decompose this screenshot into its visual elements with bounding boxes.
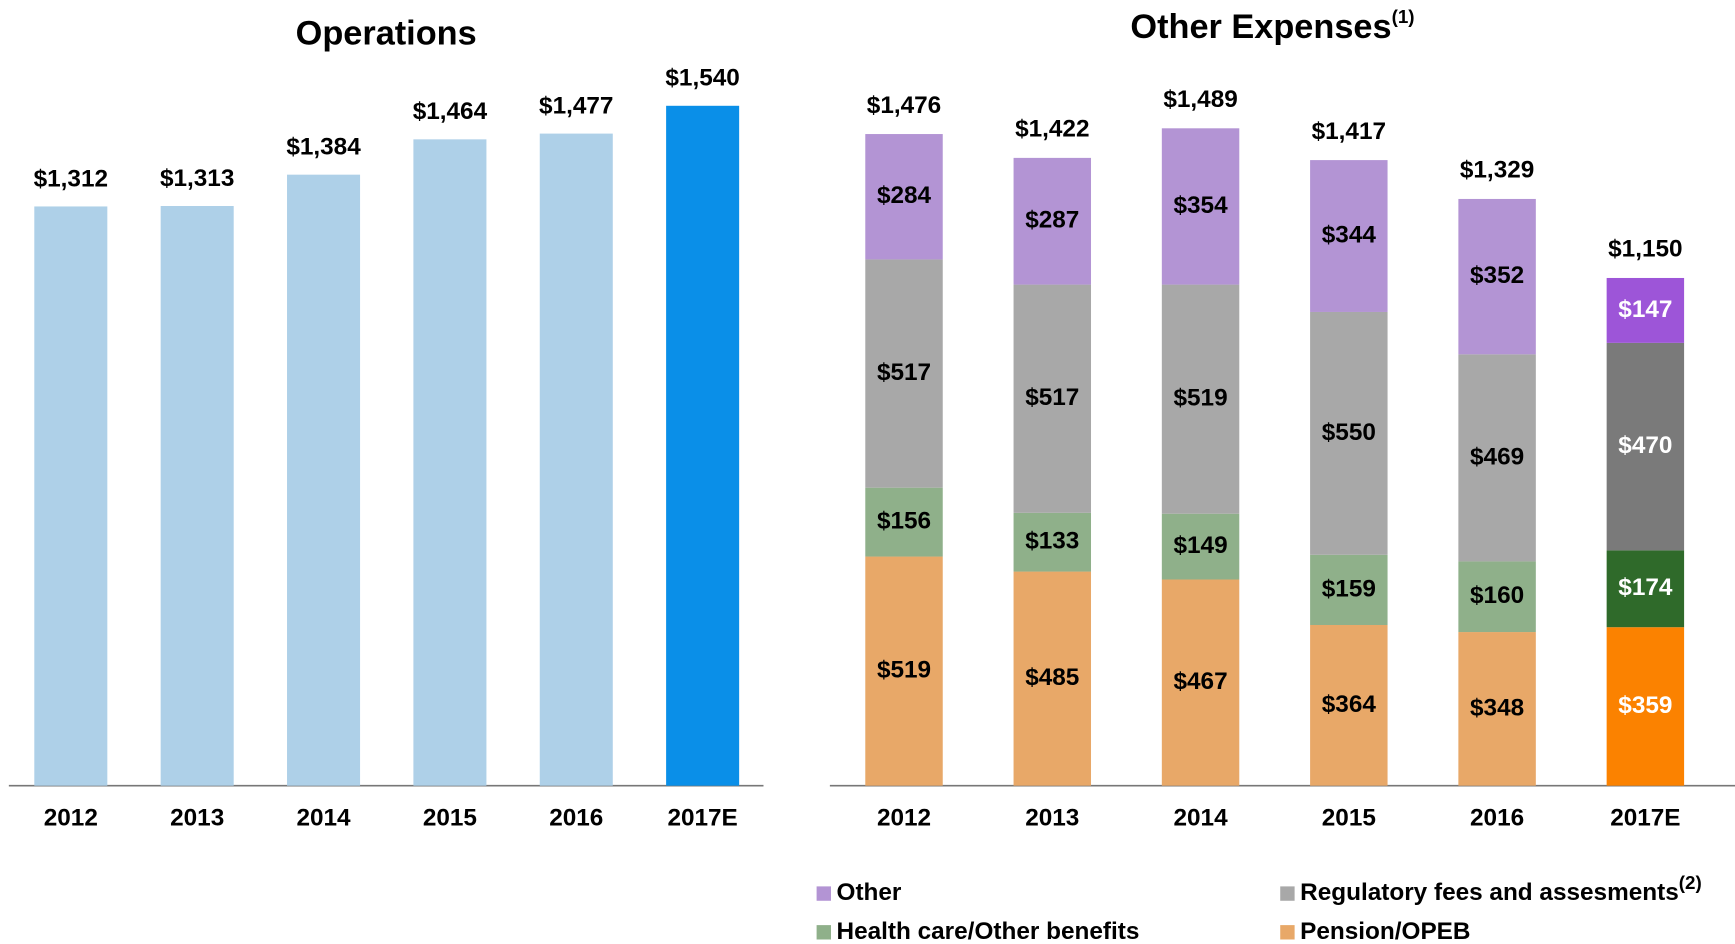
x-tick-label: 2012 [877, 804, 931, 831]
bar-segment [1458, 632, 1536, 786]
x-tick-label: 2015 [1322, 804, 1376, 831]
legend-label: Pension/OPEB [1300, 918, 1470, 944]
bar-segment [1013, 571, 1092, 786]
legend-text: Other [837, 880, 902, 907]
bar-segment [1310, 554, 1388, 625]
legend-label: Regulatory fees and assesments(2) [1300, 872, 1702, 906]
chart-title: Operations [296, 15, 477, 53]
legend-swatch [816, 925, 831, 940]
bar-segment [1013, 284, 1092, 513]
bar [666, 105, 740, 786]
segment-label: $467 [1173, 668, 1227, 695]
legend-swatch [1280, 886, 1295, 901]
bar [160, 206, 234, 786]
legend-note: (2) [1679, 872, 1702, 893]
x-tick-label: 2014 [1173, 804, 1228, 831]
segment-label: $354 [1173, 192, 1228, 219]
segment-label: $287 [1025, 207, 1079, 234]
x-tick-label: 2016 [1470, 804, 1524, 831]
bar-segment [865, 487, 943, 557]
total-label: $1,417 [1312, 118, 1386, 145]
bar [34, 206, 108, 786]
legend-text: Regulatory fees and assesments [1300, 880, 1679, 907]
x-tick-label: 2015 [423, 804, 477, 831]
x-tick-label: 2012 [44, 804, 98, 831]
total-label: $1,150 [1608, 236, 1682, 263]
segment-label: $344 [1322, 221, 1377, 248]
bar-segment [1458, 354, 1536, 562]
value-label: $1,464 [413, 98, 488, 125]
bar-segment [1161, 284, 1240, 514]
bar-segment [1458, 561, 1536, 633]
bar-segment [1606, 277, 1685, 343]
value-label: $1,312 [34, 165, 108, 192]
bar-segment [1013, 512, 1092, 572]
segment-label: $470 [1618, 432, 1672, 459]
legend-swatch [1280, 925, 1295, 940]
segment-label: $156 [877, 508, 931, 535]
bar-segment [1606, 627, 1685, 786]
bar-segment [865, 259, 943, 488]
bar-segment [865, 556, 943, 786]
bar-segment [1161, 579, 1240, 786]
legend-swatch [816, 886, 831, 901]
x-tick-label: 2013 [1025, 804, 1079, 831]
x-tick-label: 2016 [549, 804, 603, 831]
bar-segment [1310, 160, 1388, 312]
bar-segment [1458, 198, 1536, 355]
title-note: (1) [1392, 6, 1415, 27]
segment-label: $550 [1322, 419, 1376, 446]
total-label: $1,489 [1163, 86, 1237, 113]
segment-label: $364 [1322, 691, 1377, 718]
x-tick-label: 2017E [667, 804, 737, 831]
segment-label: $469 [1470, 443, 1524, 470]
total-label: $1,329 [1460, 157, 1534, 184]
segment-label: $352 [1470, 262, 1524, 289]
value-label: $1,540 [665, 65, 739, 92]
bar-segment [1310, 311, 1388, 555]
segment-label: $519 [877, 657, 931, 684]
bar [287, 174, 361, 786]
bar-segment [1606, 550, 1685, 628]
bar-segment [1161, 513, 1240, 580]
segment-label: $359 [1618, 692, 1672, 719]
x-tick-label: 2014 [296, 804, 351, 831]
bar-segment [1013, 157, 1092, 285]
value-label: $1,313 [160, 165, 234, 192]
segment-label: $517 [1025, 384, 1079, 411]
total-label: $1,422 [1015, 116, 1089, 143]
segment-label: $159 [1322, 575, 1376, 602]
segment-label: $133 [1025, 528, 1079, 555]
x-tick-label: 2017E [1610, 804, 1680, 831]
legend-label: Other [837, 880, 902, 907]
bar-segment [1310, 624, 1388, 786]
segment-label: $174 [1618, 574, 1673, 601]
value-label: $1,384 [286, 134, 361, 161]
x-tick-label: 2013 [170, 804, 224, 831]
legend-text: Pension/OPEB [1300, 918, 1470, 944]
segment-label: $519 [1173, 385, 1227, 412]
bar [539, 133, 613, 786]
segment-label: $284 [877, 182, 932, 209]
segment-label: $348 [1470, 694, 1524, 721]
segment-label: $147 [1618, 296, 1672, 323]
segment-label: $485 [1025, 664, 1079, 691]
legend-text: Health care/Other benefits [837, 918, 1140, 944]
segment-label: $517 [877, 359, 931, 386]
total-label: $1,476 [867, 92, 941, 119]
chart-title: Other Expenses(1) [1130, 6, 1414, 46]
bar-segment [865, 134, 943, 260]
value-label: $1,477 [539, 92, 613, 119]
segment-label: $149 [1173, 532, 1227, 559]
bar-segment [1161, 128, 1240, 285]
segment-label: $160 [1470, 582, 1524, 609]
title-text: Other Expenses [1130, 8, 1391, 46]
bar [413, 139, 487, 786]
legend-label: Health care/Other benefits [837, 918, 1140, 944]
bar-segment [1606, 342, 1685, 551]
